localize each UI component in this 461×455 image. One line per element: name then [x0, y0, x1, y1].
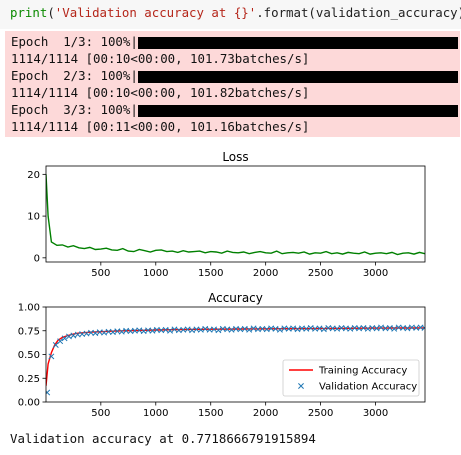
- validation-point: [246, 326, 253, 333]
- validation-point: [149, 327, 156, 334]
- y-tick-label: 0.00: [18, 398, 40, 409]
- x-tick-label: 2500: [308, 268, 333, 279]
- epoch-2-label: Epoch 2/3: 100%|: [11, 68, 138, 83]
- validation-point: [391, 325, 398, 332]
- validation-point: [184, 326, 191, 333]
- validation-point: [404, 325, 411, 332]
- loss-chart: Loss 500 1000 1500 2000 2500 3000 0 10 20: [27, 150, 426, 279]
- figure: Loss 500 1000 1500 2000 2500 3000 0 10 20 Accurac…: [18, 150, 426, 419]
- x-tick-label: 1500: [198, 408, 223, 419]
- epoch-1-label: Epoch 1/3: 100%|: [11, 34, 138, 49]
- validation-point: [290, 325, 297, 332]
- validation-point: [303, 325, 310, 332]
- epoch-1-progress-bar: [138, 37, 458, 49]
- validation-point: [320, 326, 327, 333]
- validation-point: [61, 335, 68, 342]
- legend: Training Accuracy Validation Accuracy: [282, 359, 420, 397]
- validation-point: [83, 330, 90, 337]
- validation-point: [250, 325, 257, 332]
- validation-point: [66, 333, 72, 340]
- validation-point: [294, 326, 301, 333]
- validation-point: [421, 324, 425, 331]
- epoch-2-progress-bar: [138, 71, 458, 83]
- validation-point: [92, 330, 99, 337]
- validation-point: [228, 326, 235, 333]
- stderr-output: Epoch 1/3: 100%| 1114/1114 [00:10<00:00,…: [5, 31, 460, 137]
- x-tick-label: 2500: [308, 408, 333, 419]
- epoch-3-detail: 1114/1114 [00:11<00:00, 101.16batches/s]: [11, 119, 310, 134]
- y-tick-label: 0.50: [18, 350, 40, 361]
- validation-point: [101, 329, 108, 336]
- validation-point: [48, 353, 55, 360]
- validation-point: [360, 324, 367, 331]
- validation-point: [70, 332, 77, 339]
- validation-point: [46, 389, 51, 396]
- code-function-name: print: [10, 5, 48, 20]
- y-tick-label: 0: [34, 253, 40, 264]
- code-open-paren: (: [47, 5, 55, 20]
- validation-point: [364, 325, 371, 332]
- validation-point: [241, 325, 248, 332]
- legend-label: Validation Accuracy: [319, 382, 417, 393]
- training-accuracy-line: [46, 327, 425, 386]
- validation-point: [189, 327, 195, 334]
- code-string-literal: 'Validation accuracy at {}': [54, 5, 257, 20]
- validation-point: [307, 324, 314, 331]
- validation-point: [197, 326, 204, 333]
- legend-box: [282, 359, 420, 397]
- validation-point: [373, 325, 380, 332]
- legend-marker-validation: [298, 383, 304, 389]
- y-tick-label: 20: [27, 170, 40, 181]
- validation-point: [334, 325, 341, 332]
- code-line[interactable]: print('Validation accuracy at {}'.format…: [10, 5, 461, 20]
- y-tick-label: 0.75: [18, 326, 40, 337]
- epoch-3-progress-bar: [138, 105, 458, 117]
- x-tick-label: 3000: [363, 268, 388, 279]
- validation-point: [263, 326, 270, 333]
- validation-point: [202, 325, 209, 332]
- epoch-1-detail: 1114/1114 [00:10<00:00, 101.73batches/s]: [11, 51, 310, 66]
- series-group: [46, 174, 425, 256]
- validation-point: [171, 326, 178, 333]
- validation-point: [167, 327, 174, 334]
- validation-point: [136, 327, 143, 334]
- legend-label: Training Accuracy: [318, 366, 407, 377]
- validation-point: [378, 324, 384, 331]
- x-tick-label: 2000: [253, 408, 278, 419]
- validation-point: [276, 326, 283, 333]
- x-tick-label: 1500: [198, 268, 223, 279]
- validation-point: [347, 325, 354, 332]
- validation-point: [57, 338, 64, 345]
- x-tick-label: 500: [91, 408, 110, 419]
- epoch-3-label: Epoch 3/3: 100%|: [11, 102, 138, 117]
- validation-point: [118, 328, 125, 335]
- validation-point: [215, 327, 222, 334]
- x-tick-label: 1000: [143, 268, 168, 279]
- code-cell[interactable]: print('Validation accuracy at {}'.format…: [0, 0, 461, 29]
- series-group: [46, 324, 425, 396]
- series-line: [46, 174, 425, 256]
- y-tick-label: 0.25: [18, 374, 40, 385]
- validation-point: [386, 324, 393, 331]
- x-tick-label: 1000: [143, 408, 168, 419]
- validation-point: [211, 326, 217, 333]
- epoch-2-detail: 1114/1114 [00:10<00:00, 101.82batches/s]: [11, 85, 310, 100]
- y-tick-label: 1.00: [18, 303, 40, 314]
- validation-accuracy-output: Validation accuracy at 0.771866679191589…: [10, 431, 316, 446]
- validation-point: [162, 326, 169, 333]
- code-method-call: .format(validation_accuracy)): [256, 5, 461, 20]
- x-tick-label: 3000: [363, 408, 388, 419]
- validation-point: [272, 325, 279, 332]
- plot-frame: [45, 306, 426, 403]
- chart-title: Loss: [222, 150, 248, 164]
- x-tick-label: 2000: [253, 268, 278, 279]
- x-tick-label: 500: [91, 268, 110, 279]
- chart-title: Accuracy: [208, 291, 263, 305]
- validation-point: [140, 328, 147, 335]
- validation-point: [316, 325, 323, 332]
- accuracy-chart: Accuracy 500 1000 1500 2000 2500 3000 0.00 0.25 0…: [18, 291, 426, 419]
- y-tick-label: 10: [27, 212, 40, 223]
- validation-point: [109, 329, 116, 336]
- plot-frame: [45, 165, 426, 263]
